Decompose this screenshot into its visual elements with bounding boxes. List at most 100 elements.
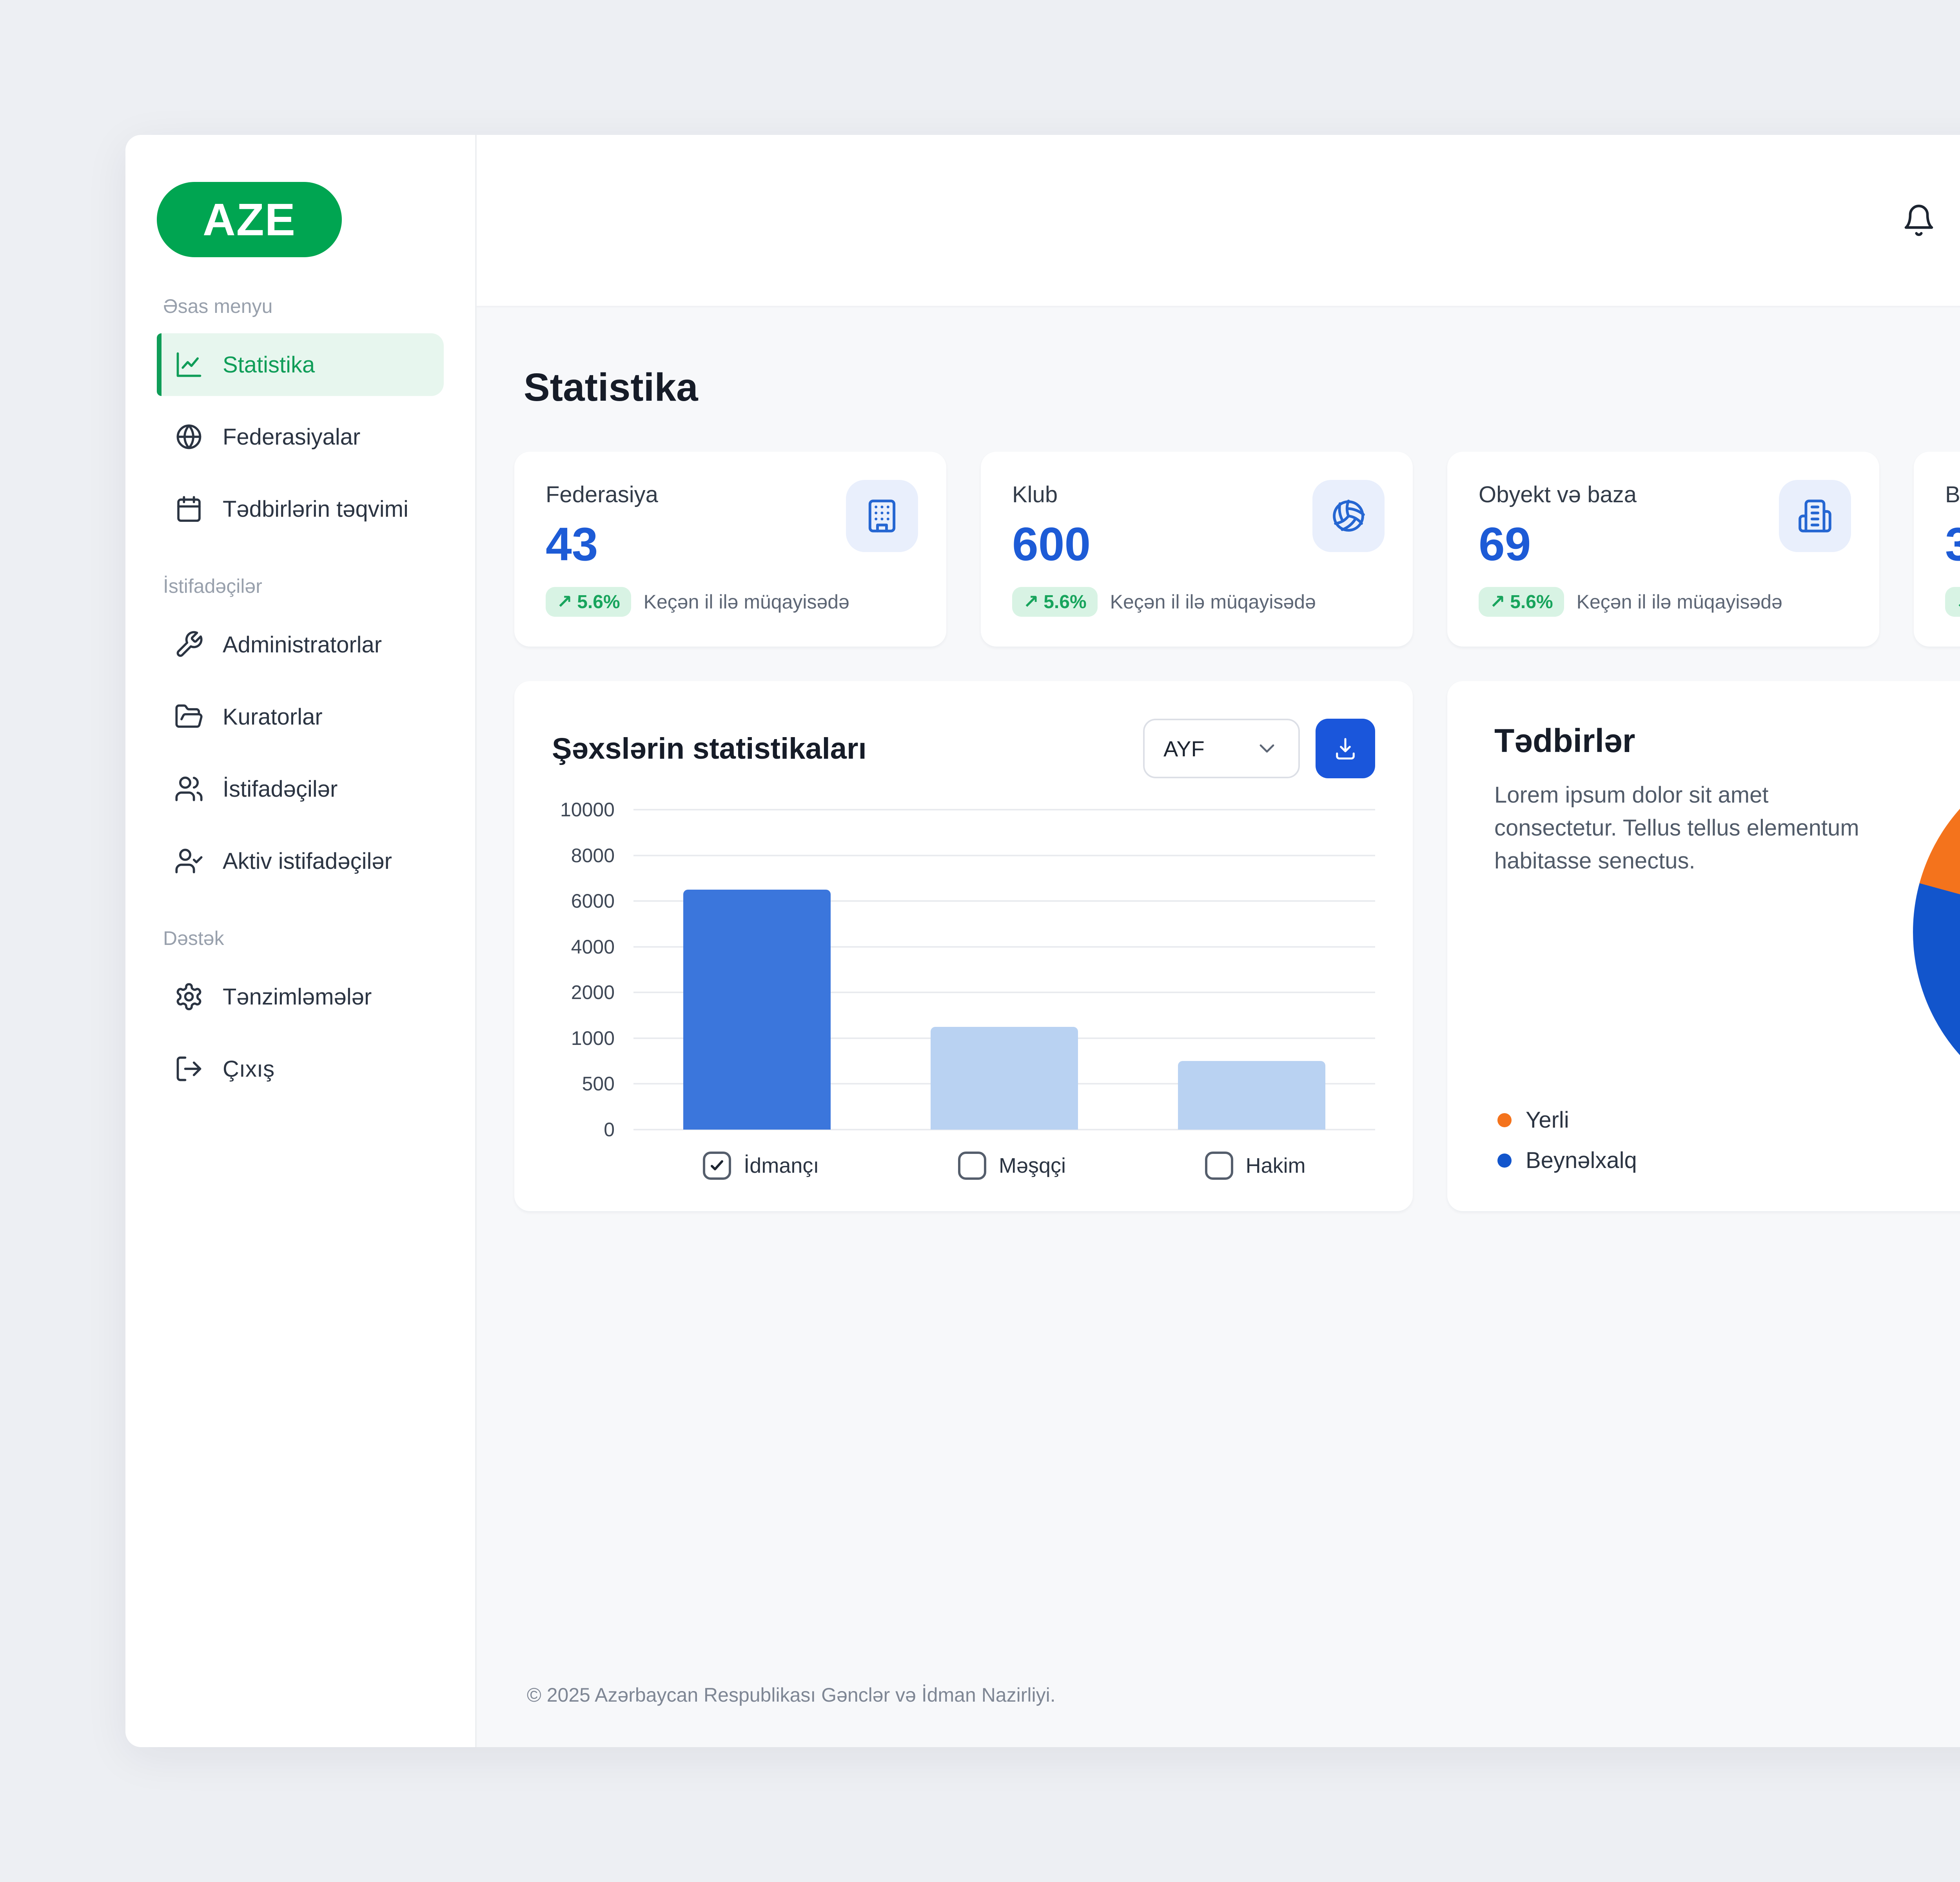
y-tick-label: 0	[604, 1119, 615, 1141]
donut-title: Tədbirlər	[1494, 722, 1635, 759]
change-value: 5.6%	[577, 591, 620, 612]
change-badge: ↗5.6%	[546, 587, 631, 617]
folder-icon	[174, 702, 204, 732]
legend-label: Yerli	[1526, 1107, 1569, 1133]
stat-card-note: Keçən il ilə müqayisədə	[643, 591, 849, 613]
bar-i-dmanci	[683, 890, 831, 1130]
globe-icon	[174, 422, 204, 452]
sidebar-item-label: Statistika	[223, 352, 315, 378]
sidebar-item-aktiv-istifadeciler[interactable]: Aktiv istifadəçilər	[157, 830, 444, 892]
checkbox-icon[interactable]	[1205, 1152, 1233, 1180]
y-tick-label: 8000	[571, 844, 615, 867]
y-axis: 10000 8000 6000 4000 2000 1000 500 0	[552, 799, 633, 1141]
donut-chart: Ümumi 132	[1913, 747, 1960, 1117]
brand-logo: AZE	[157, 182, 342, 257]
legend-dot	[1497, 1113, 1512, 1127]
bar-chart-head: Şəxslərin statistikaları AYF	[552, 719, 1375, 778]
stat-card-icon-box	[846, 480, 918, 552]
stat-card-label: Klub	[1012, 482, 1058, 507]
page-head: Statistika 2024	[524, 358, 1960, 417]
bar-category-toggles: İdmançı Məşqçi Hakim	[633, 1152, 1375, 1180]
federation-select[interactable]: AYF	[1143, 719, 1300, 778]
stat-card-meta: ↗5.6%Keçən il ilə müqayisədə	[1945, 587, 1960, 617]
stat-card-value: 37	[1945, 517, 1960, 571]
bell-icon	[1902, 203, 1936, 238]
bars	[633, 810, 1375, 1130]
download-icon	[1332, 735, 1359, 762]
sidebar-item-cixis[interactable]: Çıxış	[157, 1037, 444, 1100]
notifications-button[interactable]	[1902, 203, 1936, 238]
sidebar-section-label: Əsas menyu	[163, 295, 273, 317]
stat-card-value: 600	[1012, 518, 1091, 570]
sidebar-item-label: Administratorlar	[223, 632, 382, 658]
y-tick-label: 4000	[571, 936, 615, 958]
trend-up-icon: ↗	[1490, 592, 1506, 612]
sidebar-item-statistika[interactable]: Statistika	[157, 333, 444, 396]
trend-up-icon: ↗	[1023, 592, 1039, 612]
stat-card-meta: ↗5.6% Keçən il ilə müqayisədə	[1479, 587, 1848, 617]
y-tick-label: 2000	[571, 981, 615, 1004]
gridline	[633, 854, 1375, 856]
donut-legend: Yerli Beynəlxalq	[1497, 1107, 1637, 1174]
logout-icon	[174, 1054, 204, 1084]
building-2-icon	[1797, 498, 1833, 534]
federation-select-value: AYF	[1163, 736, 1205, 761]
change-badge: ↗5.6%	[1479, 587, 1564, 617]
chevron-down-icon	[1254, 736, 1279, 761]
change-value: 5.6%	[1044, 591, 1087, 612]
sidebar-item-label: Tədbirlərin təqvimi	[223, 496, 408, 522]
sidebar-item-label: Federasiyalar	[223, 424, 361, 450]
category-toggle-hakim[interactable]: Hakim	[1205, 1152, 1306, 1180]
bar-hakim	[1178, 1061, 1325, 1130]
stat-card-meta: ↗5.6%Keçən il ilə müqayisədə	[1012, 587, 1381, 617]
sidebar-item-tenzimlemeler[interactable]: Tənzimləmələr	[157, 965, 444, 1028]
category-toggle-mesqci[interactable]: Məşqçi	[958, 1152, 1066, 1180]
sidebar-item-kuratorlar[interactable]: Kuratorlar	[157, 685, 444, 748]
chart-line-icon	[174, 350, 204, 380]
footer: © 2025 Azərbaycan Respublikası Gənclər v…	[514, 1684, 1960, 1706]
gridline	[633, 992, 1375, 994]
sidebar: AZE Əsas menyu Statistika Federasiyalar Təd…	[125, 135, 477, 1747]
legend-item-beynelxalq: Beynəlxalq	[1497, 1147, 1637, 1174]
bar-mesqci	[930, 1026, 1078, 1130]
chart-download-button[interactable]	[1316, 719, 1375, 778]
change-value: 5.6%	[1510, 591, 1553, 612]
category-label: İdmançı	[744, 1154, 819, 1177]
legend-label: Beynəlxalq	[1526, 1148, 1637, 1173]
y-tick-label: 6000	[571, 890, 615, 912]
bar-chart-card: Şəxslərin statistikaları AYF	[514, 681, 1413, 1211]
trend-up-icon: ↗	[557, 592, 573, 612]
sidebar-item-label: Aktiv istifadəçilər	[223, 848, 392, 874]
wrench-icon	[174, 630, 204, 659]
stat-card-label: Bölgə nümayəndəlikləri	[1945, 482, 1960, 507]
gridline	[633, 900, 1375, 902]
users-icon	[174, 774, 204, 804]
sidebar-item-administratorlar[interactable]: Administratorlar	[157, 613, 444, 676]
category-label: Məşqçi	[999, 1154, 1066, 1177]
gridline	[633, 946, 1375, 948]
stat-card-note: Keçən il ilə müqayisədə	[1576, 591, 1782, 613]
legend-dot	[1497, 1153, 1512, 1168]
sidebar-item-federasiyalar[interactable]: Federasiyalar	[157, 405, 444, 468]
main-column: RM Ramil Mammadov support@smartscoring.c…	[477, 135, 1960, 1747]
volleyball-icon	[1330, 498, 1367, 534]
category-toggle-i-dmanci[interactable]: İdmançı	[703, 1152, 819, 1180]
checkbox-icon[interactable]	[703, 1152, 731, 1180]
change-badge: ↗5.6%	[1012, 587, 1098, 617]
sidebar-item-i-stifadeciler[interactable]: İstifadəçilər	[157, 758, 444, 820]
sidebar-item-label: Çıxış	[223, 1056, 275, 1082]
stat-card-value: 43	[546, 518, 598, 570]
stat-card-label: Obyekt və baza	[1479, 482, 1637, 507]
stat-card-federasiya: Federasiya 43 ↗ 5.6% Keçən il ilə müqayisədə	[514, 452, 946, 647]
sidebar-item-tedbirlerin-teqvimi[interactable]: Tədbirlərin təqvimi	[157, 478, 444, 540]
stat-card-label: Federasiya	[546, 482, 658, 507]
page-title: Statistika	[524, 365, 698, 409]
checkbox-icon[interactable]	[958, 1152, 986, 1180]
donut-description: Lorem ipsum dolor sit amet consectetur. …	[1494, 782, 1859, 874]
bar-chart: 10000 8000 6000 4000 2000 1000 500 0	[552, 799, 1375, 1141]
gridline	[633, 809, 1375, 810]
change-badge: ↗5.6%	[1945, 587, 1960, 617]
bar-chart-actions: AYF	[1143, 719, 1375, 778]
app-window: AZE Əsas menyu Statistika Federasiyalar Təd…	[125, 135, 1960, 1747]
stat-card-obyekt-ve-baza: Obyekt və baza 69 ↗ 5.6% Keçən il ilə müqayi…	[1447, 452, 1879, 647]
